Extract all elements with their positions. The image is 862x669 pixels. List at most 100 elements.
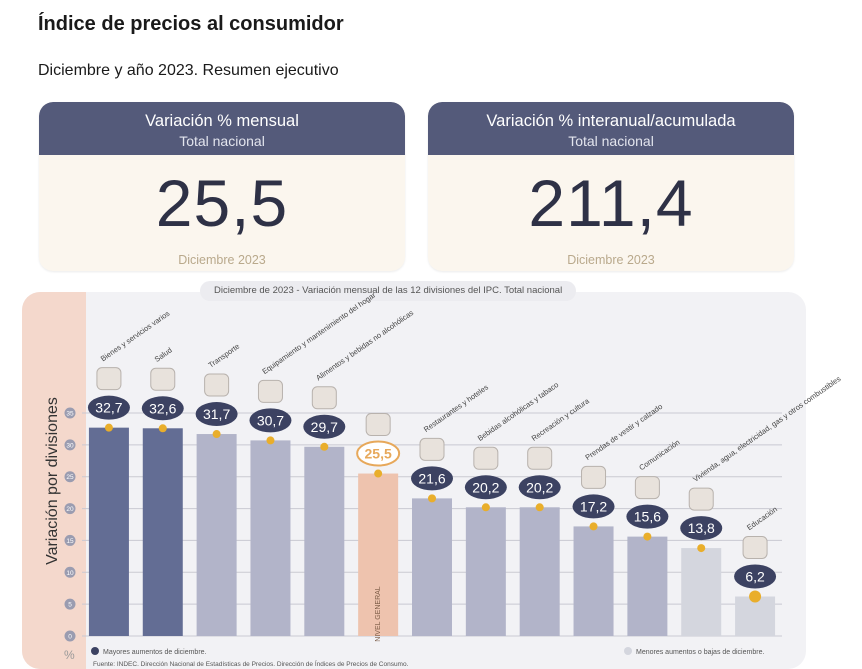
y-tick-dot (64, 407, 76, 419)
bar (304, 446, 345, 636)
legend-label: Menores aumentos o bajas de diciembre. (636, 649, 764, 656)
data-label: 32,7 (95, 400, 122, 416)
y-tick-label: 35 (66, 411, 74, 418)
data-label: 30,7 (257, 412, 284, 428)
value-badge (734, 564, 777, 589)
data-label: 20,2 (472, 479, 499, 495)
card-value: 25,5 (155, 166, 289, 240)
value-badge (249, 408, 292, 433)
category-icon (581, 465, 607, 489)
y-tick-label: 15 (66, 538, 74, 545)
data-label: 32,6 (149, 400, 176, 416)
category-label: Recreación y cultura (530, 396, 592, 443)
category-label: Vivienda, agua, electricidad, gas y otro… (691, 374, 842, 484)
y-tick-label: 25 (66, 474, 74, 481)
card-header: Variación % mensual Total nacional (39, 102, 405, 155)
y-tick-dot (64, 439, 76, 451)
category-label: Prendas de vestir y calzado (584, 402, 665, 462)
card-yearly-variation: Variación % interanual/acumulada Total n… (428, 102, 794, 271)
category-icon (204, 373, 230, 397)
y-tick-dot (64, 534, 76, 546)
bar-top-dot (374, 469, 383, 478)
value-badge (626, 504, 669, 529)
y-tick-dot (64, 471, 76, 483)
value-badge (464, 475, 507, 500)
category-icon (96, 367, 122, 391)
value-badge (87, 395, 130, 420)
data-label: 15,6 (634, 509, 661, 525)
category-label: Comunicación (637, 438, 681, 473)
y-tick-label: 10 (66, 570, 74, 577)
y-tick-dot (64, 630, 76, 642)
page-title: Índice de precios al consumidor (38, 13, 344, 35)
bar-top-dot (104, 423, 113, 432)
category-label: NIVEL GENERAL (375, 586, 382, 641)
category-icon (257, 379, 283, 403)
bar (573, 526, 614, 636)
card-footer: Diciembre 2023 (567, 253, 655, 267)
y-unit-label: % (64, 648, 75, 662)
card-header: Variación % interanual/acumulada Total n… (428, 102, 794, 155)
value-badge (195, 402, 238, 427)
card-value: 211,4 (528, 166, 694, 240)
y-tick-label: 0 (68, 634, 72, 641)
legend-marker (624, 647, 632, 655)
y-tick-label: 30 (66, 442, 74, 449)
bar (465, 507, 506, 636)
bar (519, 507, 560, 636)
category-icon (688, 487, 714, 511)
category-icon (150, 367, 176, 391)
data-label: 6,2 (745, 568, 765, 584)
category-icon (365, 413, 391, 437)
category-label: Alimentos y bebidas no alcohólicas (314, 308, 415, 382)
bar (735, 596, 776, 636)
bar (681, 548, 722, 636)
bar-top-dot (589, 522, 598, 531)
value-badge (141, 396, 184, 421)
category-icon (527, 446, 553, 470)
bar (250, 440, 291, 636)
category-icon (419, 437, 445, 461)
y-tick-dot (64, 566, 76, 578)
value-badge (411, 466, 453, 491)
bar-top-dot (697, 544, 706, 553)
card-subtitle: Total nacional (179, 133, 265, 149)
bar-top-dot (535, 503, 544, 512)
source-note: Fuente: INDEC. Dirección Nacional de Est… (93, 659, 409, 668)
card-title: Variación % interanual/acumulada (486, 112, 736, 130)
axis-band (22, 292, 86, 669)
data-label: 20,2 (526, 479, 553, 495)
data-label: 13,8 (688, 520, 715, 536)
card-footer: Diciembre 2023 (178, 253, 266, 267)
bar-top-dot (266, 436, 275, 445)
bar-top-dot (158, 424, 167, 433)
bar (196, 434, 237, 636)
category-icon (473, 446, 499, 470)
bar-top-dot (320, 442, 329, 451)
bar (358, 473, 399, 636)
value-badge (572, 494, 615, 519)
bar (142, 428, 183, 636)
data-label: 17,2 (580, 498, 607, 514)
category-label: Salud (153, 346, 174, 364)
value-badge (303, 414, 346, 439)
category-icon (311, 386, 337, 410)
category-label: Restaurantes y hoteles (422, 383, 490, 435)
value-badge (518, 475, 561, 500)
y-tick-label: 20 (66, 506, 74, 513)
bar (627, 536, 668, 636)
card-title: Variación % mensual (145, 112, 299, 130)
data-label: 25,5 (365, 446, 392, 462)
y-tick-label: 5 (68, 602, 72, 609)
bar (412, 498, 452, 636)
data-label: 29,7 (311, 419, 338, 435)
chart-title: Diciembre de 2023 - Variación mensual de… (200, 281, 577, 301)
card-monthly-variation: Variación % mensual Total nacional 25,5 … (39, 102, 405, 271)
legend-marker (91, 647, 99, 655)
category-icon (742, 535, 768, 559)
bar-top-dot (643, 532, 652, 541)
bar-top-dot (428, 494, 436, 503)
card-subtitle: Total nacional (568, 133, 654, 149)
category-label: Transporte (207, 342, 242, 370)
